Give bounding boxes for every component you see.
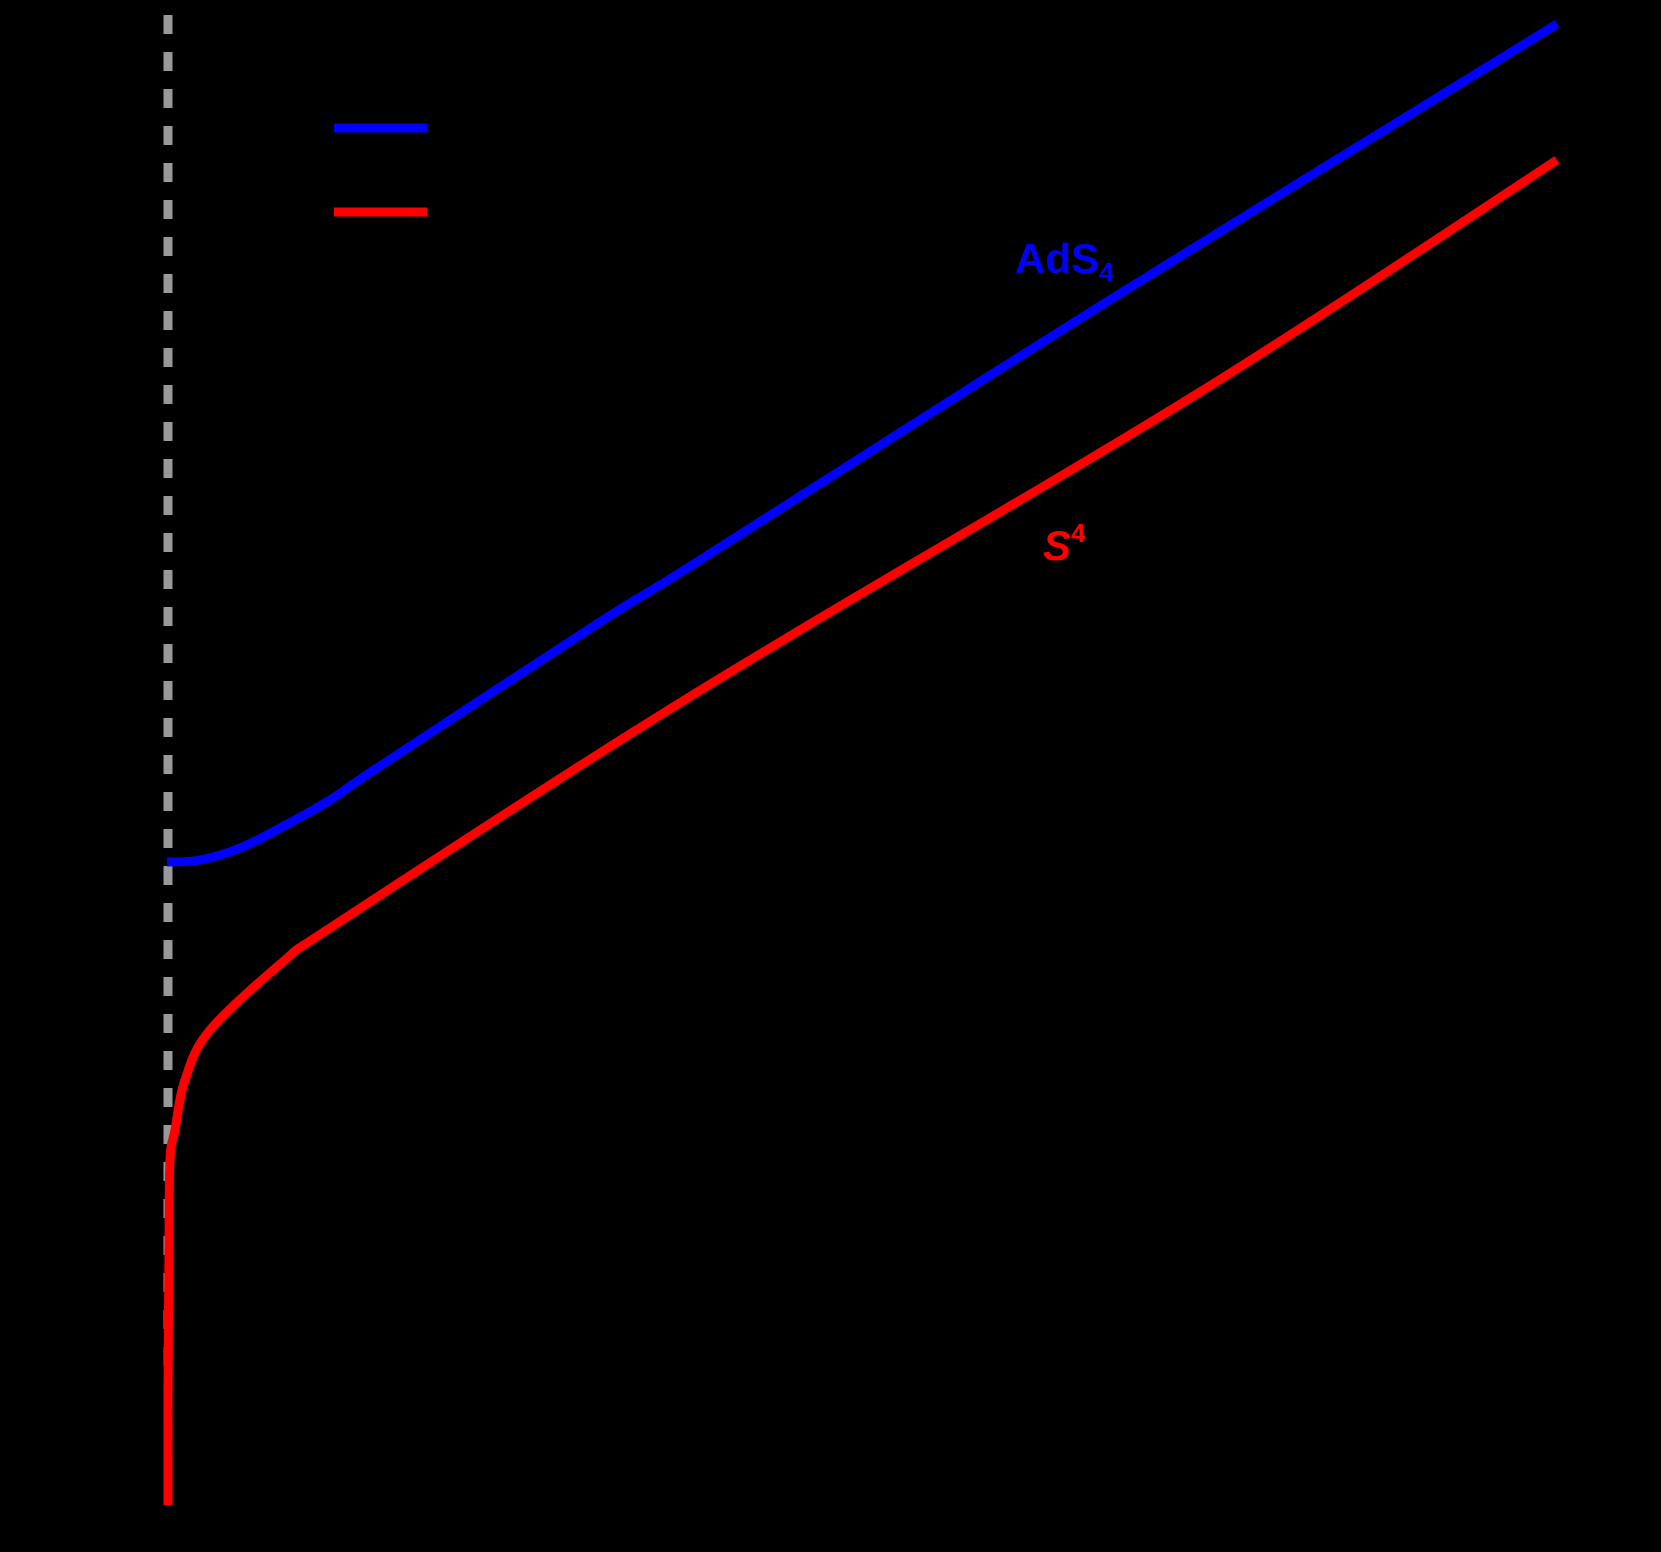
ads4-curve — [166, 20, 1560, 867]
ads4-label-subscript: 4 — [1099, 257, 1114, 287]
ads4-label: AdS4 — [1015, 235, 1114, 287]
s4-label-main: S — [1043, 522, 1072, 569]
s4-label-superscript: 4 — [1071, 518, 1086, 548]
ads4-label-main: AdS — [1015, 235, 1099, 282]
s4-curve — [163, 156, 1560, 1506]
s4-label: S4 — [1043, 520, 1085, 567]
